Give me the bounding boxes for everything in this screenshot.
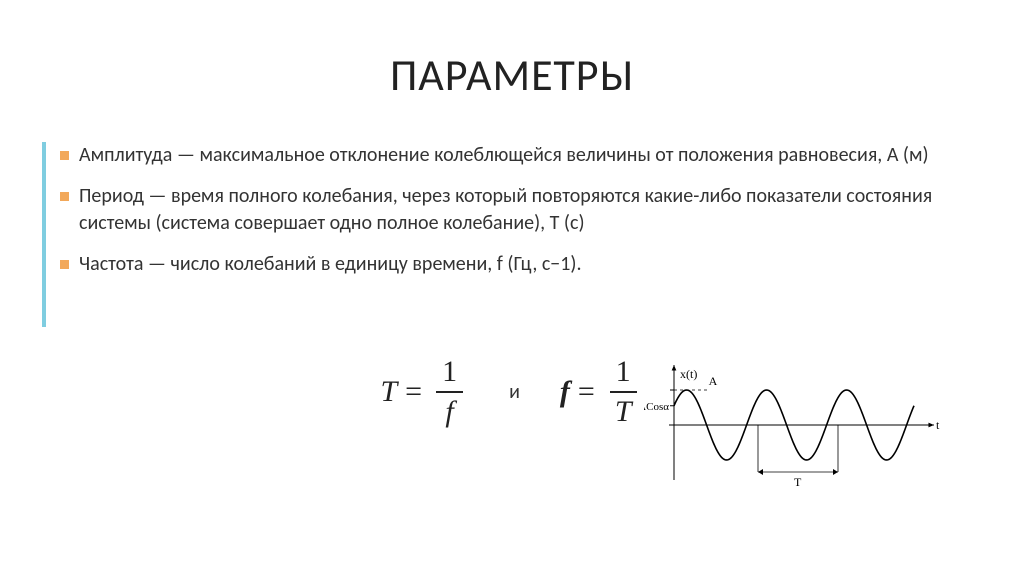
list-item: Частота — число колебаний в единицу врем… xyxy=(60,251,970,278)
formula-period: T = 1 f xyxy=(380,355,469,429)
bullet-icon xyxy=(60,192,69,201)
numerator: 1 xyxy=(436,355,463,393)
fraction: 1 T xyxy=(609,355,638,429)
denominator: T xyxy=(609,393,638,429)
fraction: 1 f xyxy=(436,355,463,429)
svg-text:t: t xyxy=(936,418,940,432)
bullet-icon xyxy=(60,260,69,269)
denominator: f xyxy=(439,393,459,429)
svg-text:ACosα: ACosα xyxy=(644,401,669,413)
bullet-icon xyxy=(60,151,69,160)
list-item: Амплитуда — максимальное отклонение коле… xyxy=(60,142,970,169)
bullet-text: Период — время полного колебания, через … xyxy=(79,183,970,237)
svg-text:A: A xyxy=(709,374,718,388)
formula-frequency: f = 1 T xyxy=(560,355,644,429)
accent-bar xyxy=(42,142,46,327)
formula-lhs: f xyxy=(560,375,570,409)
svg-text:T: T xyxy=(794,475,802,489)
svg-text:x(t): x(t) xyxy=(680,367,697,381)
list-item: Период — время полного колебания, через … xyxy=(60,183,970,237)
formula-lhs: T xyxy=(380,375,397,409)
page-title: ПАРАМЕТРЫ xyxy=(0,48,1024,102)
bullet-list: Амплитуда — максимальное отклонение коле… xyxy=(60,142,970,292)
oscillation-diagram: x(t) t A ACosα T xyxy=(644,345,944,510)
numerator: 1 xyxy=(610,355,637,393)
formula-conjunction: и xyxy=(509,380,520,404)
bullet-text: Частота — число колебаний в единицу врем… xyxy=(79,251,582,278)
bullet-text: Амплитуда — максимальное отклонение коле… xyxy=(79,142,929,169)
